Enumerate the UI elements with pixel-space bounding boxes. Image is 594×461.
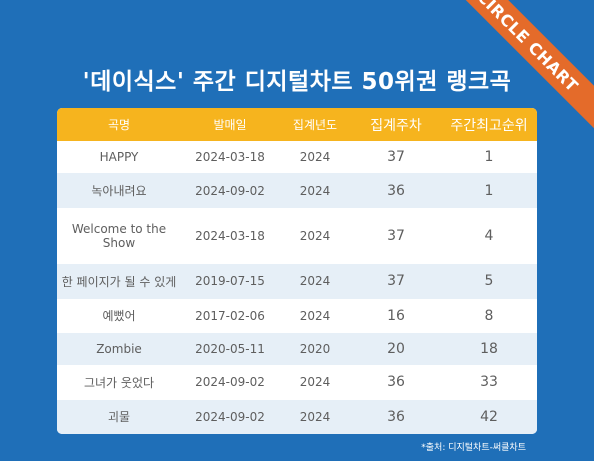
cell-song: Welcome to the Show	[57, 208, 181, 265]
table-row: 녹아내려요 2024-09-02 2024 36 1	[57, 173, 537, 207]
cell-weeks: 36	[351, 365, 441, 399]
cell-year: 2024	[279, 264, 351, 298]
table-row: 예뻤어 2017-02-06 2024 16 8	[57, 299, 537, 333]
cell-release-date: 2024-09-02	[181, 365, 279, 399]
cell-year: 2020	[279, 333, 351, 365]
table-row: HAPPY 2024-03-18 2024 37 1	[57, 141, 537, 173]
cell-year: 2024	[279, 299, 351, 333]
header-weeks: 집계주차	[351, 108, 441, 141]
cell-weeks: 37	[351, 264, 441, 298]
cell-weeks: 16	[351, 299, 441, 333]
cell-release-date: 2024-03-18	[181, 208, 279, 265]
cell-song: HAPPY	[57, 141, 181, 173]
cell-weeks: 37	[351, 141, 441, 173]
cell-peak-rank: 8	[441, 299, 537, 333]
cell-year: 2024	[279, 365, 351, 399]
source-credit: *출처: 디지털차트-써클차트	[421, 440, 526, 453]
header-song: 곡명	[57, 108, 181, 141]
table-row: 그녀가 웃었다 2024-09-02 2024 36 33	[57, 365, 537, 399]
cell-weeks: 20	[351, 333, 441, 365]
cell-release-date: 2020-05-11	[181, 333, 279, 365]
ranking-table-container: 곡명 발매일 집계년도 집계주차 주간최고순위 HAPPY 2024-03-18…	[57, 108, 537, 434]
cell-year: 2024	[279, 400, 351, 434]
cell-peak-rank: 1	[441, 141, 537, 173]
table-row: 괴물 2024-09-02 2024 36 42	[57, 400, 537, 434]
cell-year: 2024	[279, 208, 351, 265]
table-row: Welcome to the Show 2024-03-18 2024 37 4	[57, 208, 537, 265]
cell-weeks: 36	[351, 400, 441, 434]
cell-song: 괴물	[57, 400, 181, 434]
cell-year: 2024	[279, 141, 351, 173]
page-title: '데이식스' 주간 디지털차트 50위권 랭크곡	[0, 62, 594, 96]
cell-peak-rank: 18	[441, 333, 537, 365]
cell-peak-rank: 4	[441, 208, 537, 265]
table-row: 한 페이지가 될 수 있게 2019-07-15 2024 37 5	[57, 264, 537, 298]
table-row: Zombie 2020-05-11 2020 20 18	[57, 333, 537, 365]
cell-peak-rank: 5	[441, 264, 537, 298]
cell-release-date: 2024-09-02	[181, 400, 279, 434]
header-year: 집계년도	[279, 108, 351, 141]
cell-release-date: 2017-02-06	[181, 299, 279, 333]
cell-song: 녹아내려요	[57, 173, 181, 207]
cell-peak-rank: 42	[441, 400, 537, 434]
cell-weeks: 37	[351, 208, 441, 265]
cell-weeks: 36	[351, 173, 441, 207]
table-header-row: 곡명 발매일 집계년도 집계주차 주간최고순위	[57, 108, 537, 141]
cell-song: 그녀가 웃었다	[57, 365, 181, 399]
cell-year: 2024	[279, 173, 351, 207]
header-peak-rank: 주간최고순위	[441, 108, 537, 141]
cell-song: 예뻤어	[57, 299, 181, 333]
cell-release-date: 2024-09-02	[181, 173, 279, 207]
cell-release-date: 2019-07-15	[181, 264, 279, 298]
cell-peak-rank: 1	[441, 173, 537, 207]
cell-song: Zombie	[57, 333, 181, 365]
cell-release-date: 2024-03-18	[181, 141, 279, 173]
cell-song: 한 페이지가 될 수 있게	[57, 264, 181, 298]
cell-peak-rank: 33	[441, 365, 537, 399]
ranking-table: 곡명 발매일 집계년도 집계주차 주간최고순위 HAPPY 2024-03-18…	[57, 108, 537, 434]
header-release-date: 발매일	[181, 108, 279, 141]
